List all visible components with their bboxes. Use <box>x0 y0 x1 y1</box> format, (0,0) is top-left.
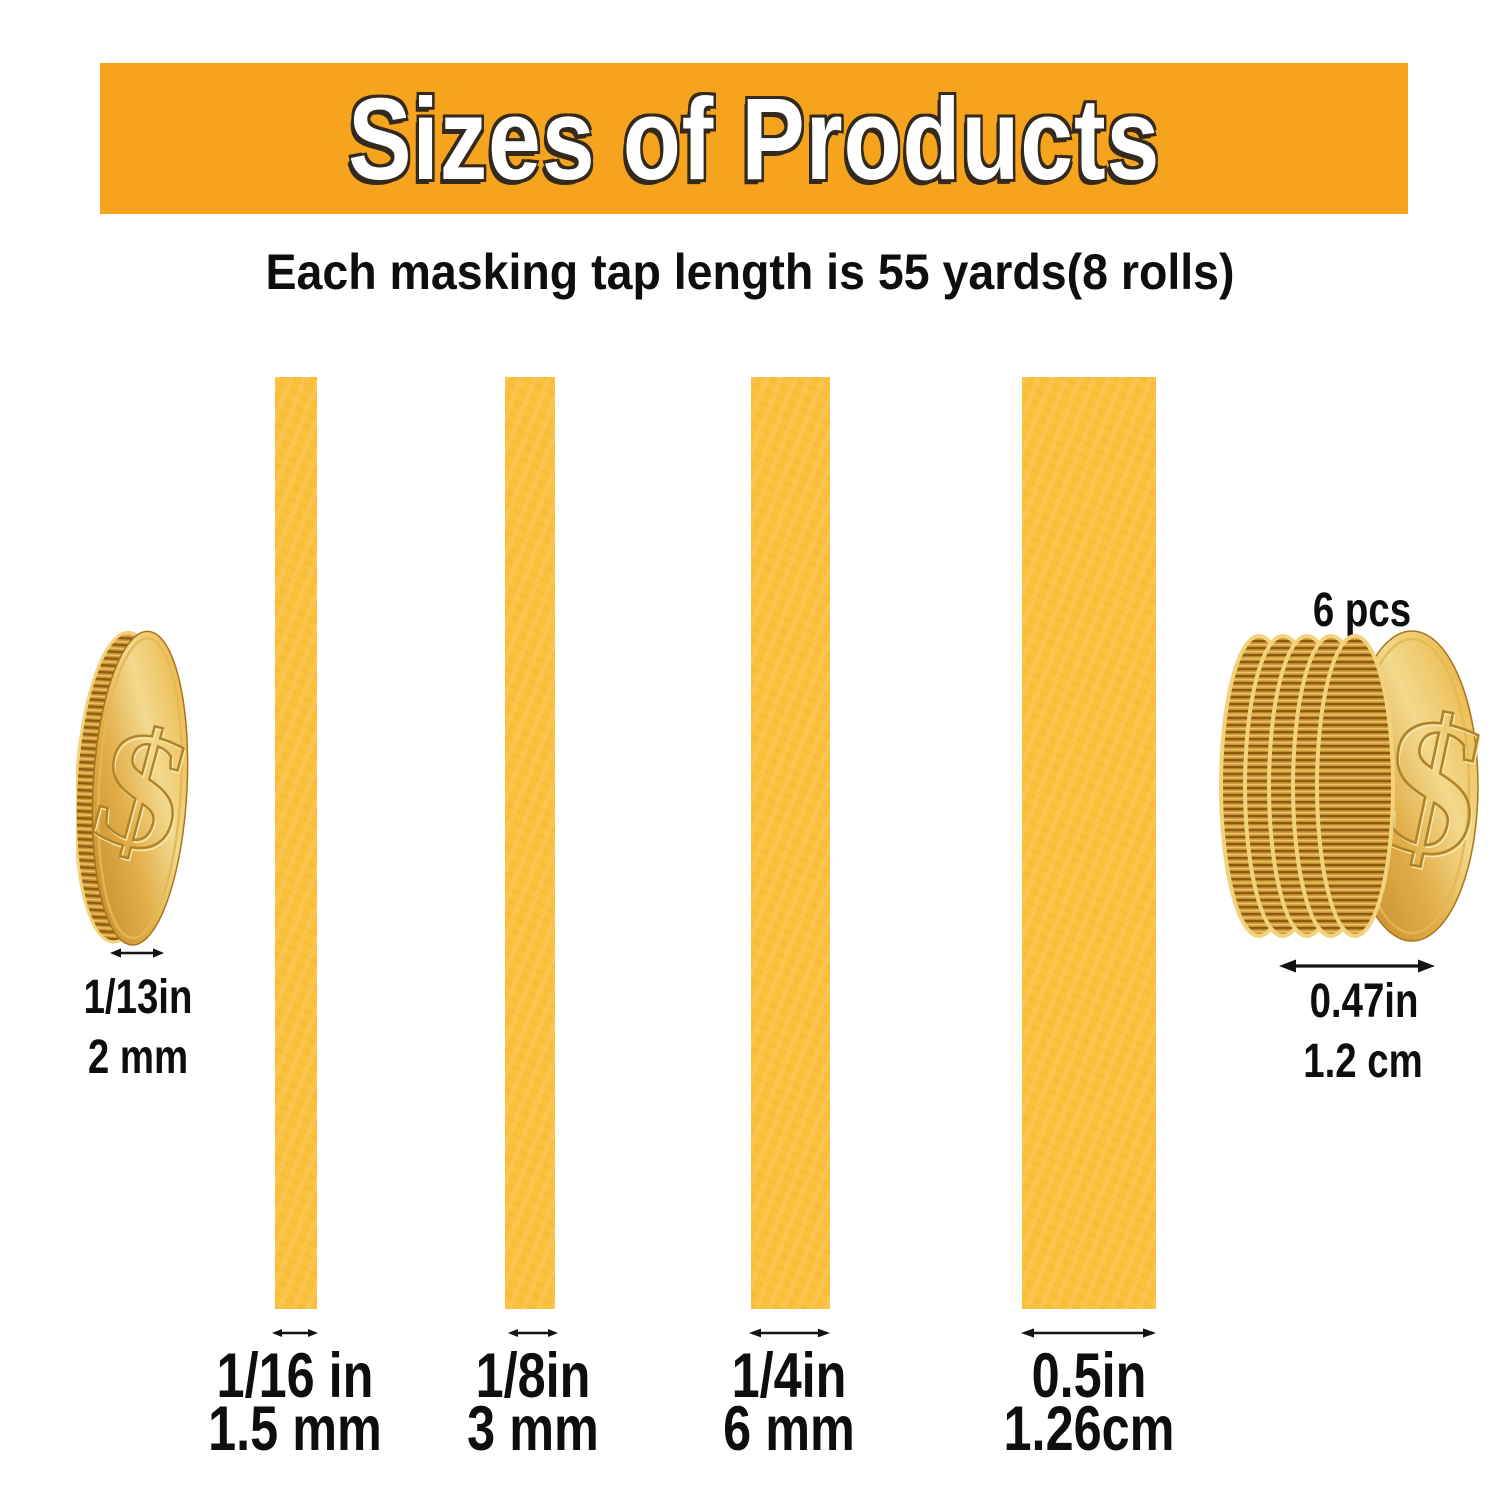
strip-size-mm: 1.26cm <box>1003 1393 1175 1464</box>
width-arrow-icon <box>749 1328 830 1338</box>
tape-strip-3 <box>751 377 830 1309</box>
strip-size-mm: 3 mm <box>467 1393 599 1464</box>
width-arrow-icon <box>508 1329 558 1337</box>
coin-inner-rim <box>97 637 183 940</box>
coin-stack-count-label: 6 pcs <box>1312 584 1412 637</box>
strip-size-in: 1/8in <box>475 1341 591 1411</box>
coin-stack-image: $ $ <box>1219 630 1484 942</box>
coin-face <box>91 630 189 946</box>
stack-width-inch-label: 0.47in <box>1309 975 1419 1028</box>
stack-width-mm-label: 1.2 cm <box>1303 1035 1423 1088</box>
header-banner: Sizes of Products <box>100 63 1408 214</box>
width-arrow-icon <box>1021 1328 1156 1338</box>
stacked-coin-edge <box>1315 634 1395 938</box>
single-coin-image: $ $ <box>76 630 198 946</box>
strip-size-label: 1/4in 6 mm <box>723 1341 855 1464</box>
strip-size-mm: 1.5 mm <box>208 1393 382 1464</box>
strip-size-in: 0.5in <box>1031 1341 1147 1411</box>
tape-strip-1 <box>275 377 317 1309</box>
tape-strip-2 <box>505 377 555 1309</box>
strip-size-label: 1/8in 3 mm <box>467 1341 599 1464</box>
thickness-arrow-icon <box>110 948 164 958</box>
width-arrow-icon <box>272 1329 318 1337</box>
subtitle-text: Each masking tap length is 55 yards(8 ro… <box>265 244 1235 300</box>
strip-size-label: 0.5in 1.26cm <box>1003 1341 1175 1464</box>
strip-size-in: 1/4in <box>731 1341 847 1411</box>
strip-size-mm: 6 mm <box>723 1393 855 1464</box>
coin-thickness-mm-label: 2 mm <box>87 1031 189 1084</box>
strip-size-in: 1/16 in <box>216 1341 374 1411</box>
strip-size-label: 1/16 in 1.5 mm <box>208 1341 382 1464</box>
tape-strip-4 <box>1022 377 1156 1309</box>
stack-width-arrow-icon <box>1279 959 1435 973</box>
coin-thickness-inch-label: 1/13in <box>83 971 193 1024</box>
page-title: Sizes of Products <box>347 73 1161 204</box>
